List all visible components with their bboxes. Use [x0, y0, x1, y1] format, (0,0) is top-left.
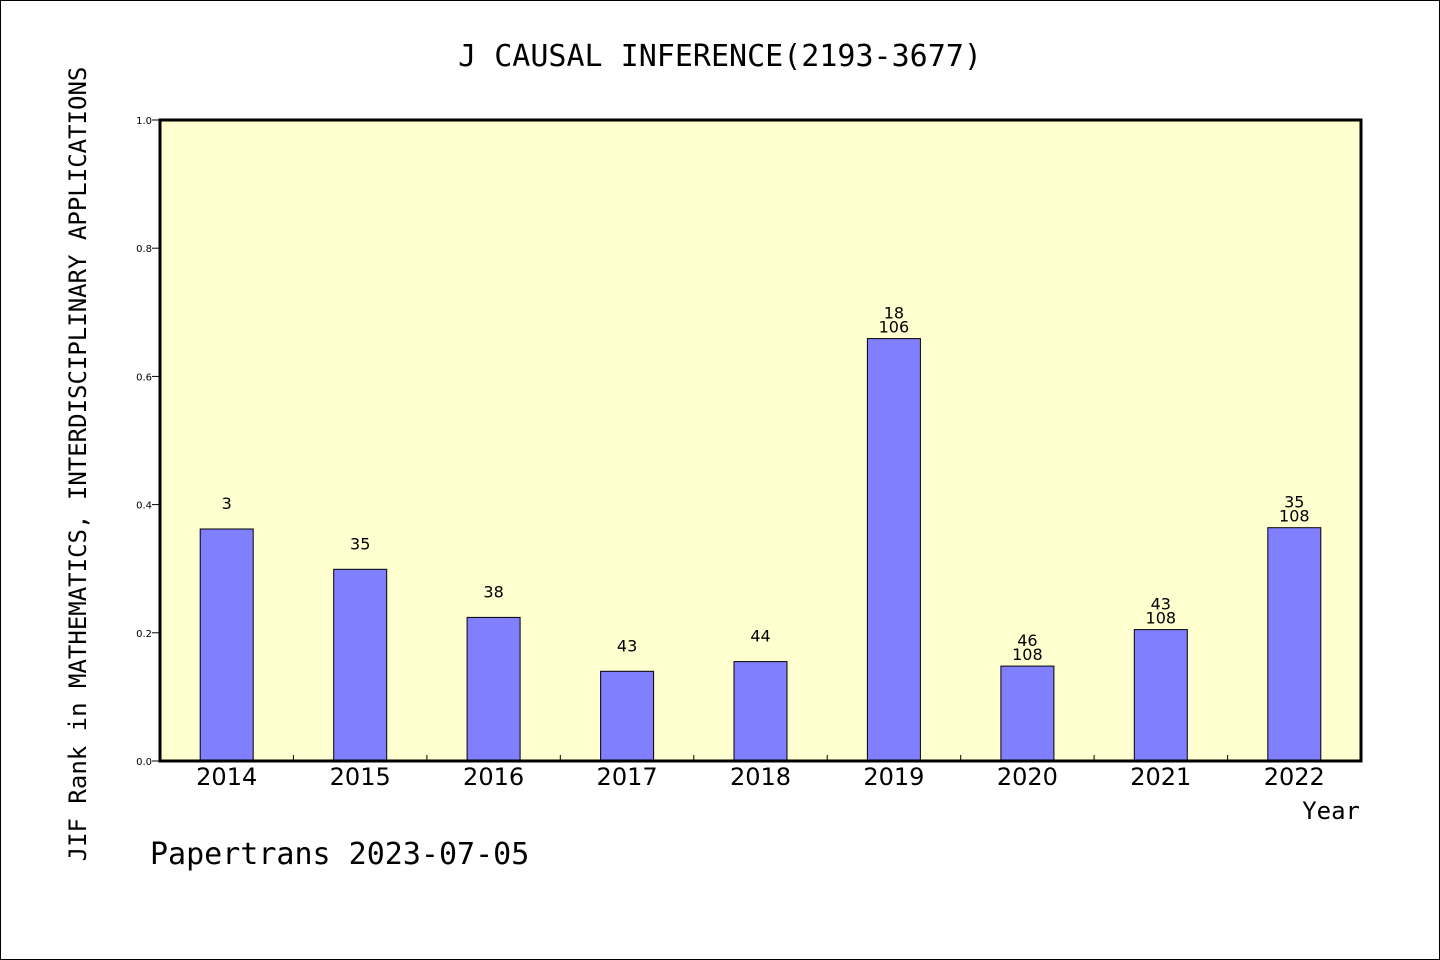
y-tick-label-0.0: 0.0: [136, 757, 152, 768]
x-tick-label-2019: 2019: [863, 763, 924, 791]
bar-2018: [733, 661, 788, 762]
bar-label-2015-1: 35: [350, 534, 370, 553]
bar-label-2019-2: 106: [879, 318, 910, 337]
x-tick-label-2017: 2017: [597, 763, 658, 791]
bar-2017: [600, 670, 655, 762]
x-tick-label-2016: 2016: [463, 763, 524, 791]
bar-label-2022-1: 35: [1284, 493, 1304, 512]
x-axis-label: Year: [1302, 797, 1360, 825]
y-axis-label: JIF Rank in MATHEMATICS, INTERDISCIPLINA…: [64, 67, 92, 862]
bar-2020: [1000, 665, 1055, 762]
x-tick-label-2020: 2020: [997, 763, 1058, 791]
plot-border: [158, 118, 1363, 763]
y-tick-label-1.0: 1.0: [136, 116, 152, 127]
y-tick-label-0.8: 0.8: [136, 244, 152, 255]
x-ticks-layer: 2014 2015 2016 2017 2018 2019 2020 2021 2022: [196, 755, 1325, 791]
bar-label-2018-1: 44: [750, 627, 770, 646]
bar-label-2020-2: 108: [1012, 645, 1043, 664]
x-tick-label-2018: 2018: [730, 763, 791, 791]
x-tick-label-2022: 2022: [1264, 763, 1325, 791]
chart-title: J CAUSAL INFERENCE(2193-3677): [458, 39, 982, 74]
bar-2022: [1267, 527, 1322, 762]
y-ticks-layer: 0.0 0.2 0.4 0.6 0.8 1.0: [136, 116, 160, 768]
bar-2019: [866, 338, 921, 762]
y-tick-label-0.6: 0.6: [136, 372, 152, 383]
y-tick-label-0.4: 0.4: [136, 501, 152, 512]
x-tick-label-2021: 2021: [1130, 763, 1191, 791]
bar-label-2020-1: 46: [1017, 631, 1037, 650]
bar-label-2022-2: 108: [1279, 507, 1310, 526]
bar-label-2021-2: 108: [1146, 609, 1177, 628]
footer-watermark: Papertrans 2023-07-05: [150, 837, 529, 872]
bar-2016: [466, 616, 521, 762]
bar-label-2019-1: 18: [884, 304, 904, 323]
bar-label-2017-1: 43: [617, 636, 637, 655]
x-tick-label-2014: 2014: [196, 763, 257, 791]
bar-2021: [1133, 629, 1188, 762]
x-tick-label-2015: 2015: [330, 763, 391, 791]
bar-label-2021-1: 43: [1151, 595, 1171, 614]
bar-2014: [199, 528, 254, 762]
y-tick-label-0.2: 0.2: [136, 629, 152, 640]
bar-2015: [333, 568, 388, 762]
bars-layer: [199, 338, 1322, 762]
bar-label-2016-1: 38: [483, 582, 503, 601]
bar-label-2014-1: 3: [222, 494, 232, 513]
